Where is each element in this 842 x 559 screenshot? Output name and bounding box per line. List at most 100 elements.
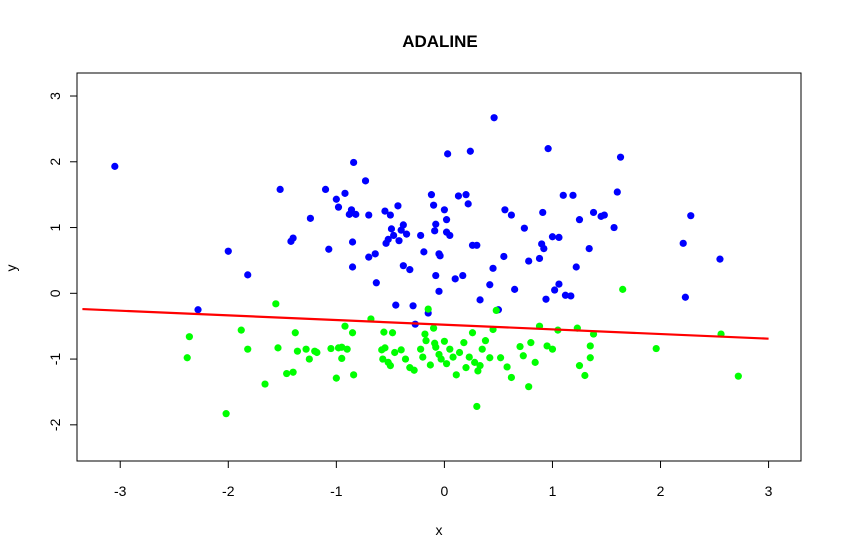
data-point xyxy=(352,210,360,218)
chart-title: ADALINE xyxy=(402,32,478,51)
data-point xyxy=(237,326,245,334)
data-point xyxy=(527,339,535,347)
data-point xyxy=(332,195,340,203)
data-point xyxy=(525,383,533,391)
data-point xyxy=(365,253,373,261)
data-point xyxy=(442,360,451,368)
data-point xyxy=(613,188,621,196)
data-point xyxy=(496,354,505,362)
data-point xyxy=(459,271,467,280)
data-point xyxy=(261,380,269,388)
data-point xyxy=(410,366,418,374)
data-point xyxy=(348,238,357,246)
data-point xyxy=(390,231,398,240)
x-tick-label: 0 xyxy=(441,483,449,499)
data-point xyxy=(500,252,508,261)
data-point xyxy=(435,287,443,295)
data-point xyxy=(575,216,584,224)
y-tick-label: 3 xyxy=(47,92,63,100)
data-point xyxy=(387,225,396,233)
data-point xyxy=(449,353,457,361)
data-point xyxy=(455,348,464,357)
data-point xyxy=(462,191,470,199)
data-point xyxy=(551,286,559,294)
data-point xyxy=(589,208,598,217)
data-point xyxy=(555,280,563,288)
data-point xyxy=(399,221,407,229)
data-point xyxy=(283,369,291,378)
data-point xyxy=(687,212,695,220)
data-point xyxy=(478,345,486,353)
data-point xyxy=(185,333,193,341)
x-axis: -3 -2 -1 0 1 2 3 xyxy=(114,460,773,499)
x-tick-label: 1 xyxy=(549,483,557,499)
data-point xyxy=(431,227,439,235)
data-point xyxy=(586,354,594,362)
data-point xyxy=(402,230,411,238)
data-point xyxy=(327,344,335,353)
data-point xyxy=(442,216,451,224)
data-point xyxy=(542,295,550,303)
data-point xyxy=(274,344,282,352)
data-point xyxy=(350,158,358,167)
data-point xyxy=(395,237,403,245)
data-point xyxy=(464,200,472,208)
y-axis: -2 -1 0 1 2 3 xyxy=(47,92,78,431)
data-point xyxy=(302,345,310,353)
data-point xyxy=(444,150,452,158)
data-point xyxy=(486,354,494,362)
data-point xyxy=(371,250,379,258)
data-point xyxy=(372,279,380,287)
data-point xyxy=(734,372,742,380)
data-point xyxy=(222,410,230,418)
data-point xyxy=(586,342,594,350)
data-point xyxy=(486,281,494,289)
data-point xyxy=(321,185,330,193)
data-point xyxy=(567,292,575,300)
data-point xyxy=(652,344,660,353)
data-point xyxy=(348,329,357,337)
data-point xyxy=(417,345,425,353)
x-tick-label: -3 xyxy=(114,483,127,499)
data-point xyxy=(516,342,524,351)
data-point xyxy=(490,114,498,122)
data-point xyxy=(384,235,392,243)
data-point xyxy=(409,302,417,310)
data-point xyxy=(471,358,479,366)
data-point xyxy=(440,206,448,214)
data-point xyxy=(535,254,544,263)
data-point xyxy=(361,177,370,185)
data-point xyxy=(394,202,402,210)
data-point xyxy=(468,329,477,337)
data-point xyxy=(183,354,191,362)
data-point xyxy=(466,147,474,155)
data-point xyxy=(365,211,373,219)
y-tick-label: -2 xyxy=(47,418,63,431)
data-point xyxy=(440,337,448,345)
data-point xyxy=(507,373,515,382)
data-point xyxy=(501,206,509,214)
x-tick-label: 2 xyxy=(657,483,665,499)
data-point xyxy=(325,245,333,253)
data-point xyxy=(481,337,490,345)
data-point xyxy=(417,231,425,240)
data-point xyxy=(332,374,340,382)
data-point xyxy=(476,296,484,304)
data-point xyxy=(544,145,552,153)
data-point xyxy=(348,263,357,271)
data-point xyxy=(386,211,394,219)
data-point xyxy=(548,345,557,353)
data-points xyxy=(111,114,742,418)
data-point xyxy=(610,223,618,232)
x-tick-label: -1 xyxy=(330,483,343,499)
data-point xyxy=(572,263,580,271)
data-point xyxy=(681,293,689,301)
data-point xyxy=(489,264,497,272)
x-axis-label: x xyxy=(436,522,443,538)
decision-boundary xyxy=(82,307,769,340)
data-point xyxy=(465,353,473,361)
data-point xyxy=(381,344,389,352)
data-point xyxy=(422,337,430,345)
data-point xyxy=(492,306,500,314)
y-tick-label: -1 xyxy=(47,353,63,366)
